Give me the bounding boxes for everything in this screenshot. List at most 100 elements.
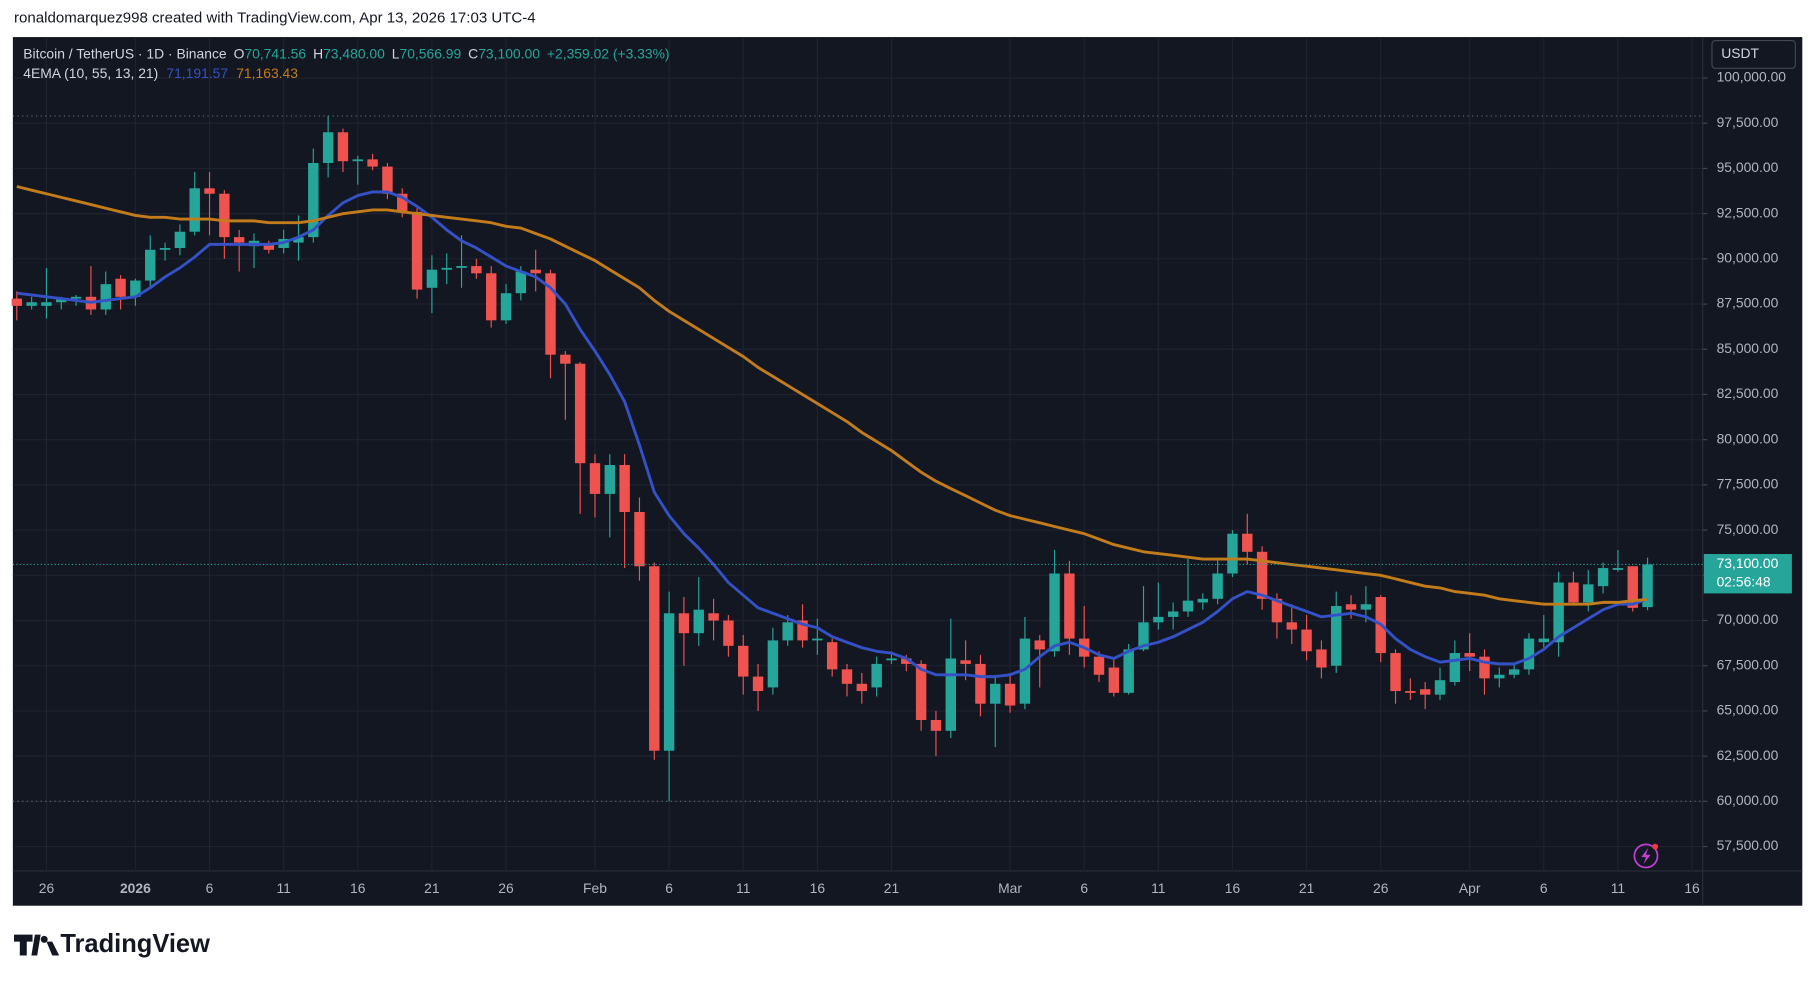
ema-line bbox=[16, 190, 1649, 679]
brand: TradingView bbox=[60, 930, 210, 958]
x-tick-label: 16 bbox=[810, 880, 826, 896]
last-price-tag bbox=[1703, 554, 1792, 594]
y-tick-label: 80,000.00 bbox=[1717, 430, 1779, 446]
y-tick-label: 87,500.00 bbox=[1717, 295, 1779, 311]
candle-body bbox=[293, 237, 304, 243]
candle-body bbox=[930, 719, 942, 731]
currency-button[interactable] bbox=[1711, 39, 1796, 69]
candle-body bbox=[41, 302, 52, 306]
x-tick-label: 21 bbox=[884, 880, 900, 896]
candle-body bbox=[426, 269, 438, 288]
x-tick-label: 21 bbox=[1299, 880, 1315, 896]
candle-body bbox=[1523, 638, 1535, 670]
symbol: Bitcoin / TetherUS · 1D · Binance bbox=[23, 45, 227, 61]
candle-body bbox=[589, 463, 601, 494]
candle-body bbox=[634, 512, 645, 567]
candle-body bbox=[1419, 689, 1431, 695]
logo bbox=[14, 934, 60, 956]
candle-body bbox=[871, 663, 882, 688]
x-tick-label: 21 bbox=[424, 880, 440, 896]
y-tick-label: 97,500.00 bbox=[1717, 114, 1779, 130]
currency[interactable]: USDT bbox=[1721, 45, 1759, 61]
candle-body bbox=[159, 247, 171, 250]
candle-body bbox=[411, 211, 423, 290]
alert-icon[interactable] bbox=[1633, 843, 1659, 869]
candle-body bbox=[1316, 649, 1327, 668]
candle-body bbox=[782, 622, 793, 641]
x-tick-label: 26 bbox=[39, 880, 55, 896]
x-tick-label: 26 bbox=[1373, 880, 1389, 896]
candle-body bbox=[708, 613, 719, 621]
x-tick-label: 6 bbox=[206, 880, 214, 896]
candle-body bbox=[441, 267, 452, 270]
candle-body bbox=[263, 244, 275, 250]
candle-body bbox=[1004, 683, 1016, 706]
candle-body bbox=[1464, 653, 1475, 657]
candle-body bbox=[233, 237, 245, 243]
candle-body bbox=[663, 613, 675, 751]
y-tick-label: 95,000.00 bbox=[1717, 159, 1779, 175]
ohlc-key: C bbox=[468, 45, 478, 61]
candle-body bbox=[767, 640, 779, 688]
y-tick-label: 77,500.00 bbox=[1717, 476, 1779, 492]
x-tick-label: 11 bbox=[736, 880, 751, 896]
ema-line bbox=[16, 185, 1648, 606]
y-tick-label: 67,500.00 bbox=[1717, 656, 1779, 672]
ohlc-value: 70,741.56 bbox=[244, 45, 306, 61]
candle-body bbox=[901, 658, 912, 664]
candle-body bbox=[841, 669, 853, 684]
candle-body bbox=[1242, 533, 1253, 552]
x-tick-label: 26 bbox=[498, 880, 514, 896]
candle-body bbox=[115, 278, 126, 297]
x-tick-label: 6 bbox=[665, 880, 673, 896]
candle-body bbox=[1064, 573, 1075, 639]
candle-body bbox=[352, 159, 363, 162]
candle-body bbox=[485, 273, 497, 321]
x-tick-label: 11 bbox=[1151, 880, 1166, 896]
candle-body bbox=[1627, 566, 1638, 608]
candle-body bbox=[1271, 598, 1283, 623]
y-tick-label: 70,000.00 bbox=[1717, 611, 1779, 627]
candle-body bbox=[322, 132, 334, 163]
candle-body bbox=[1301, 629, 1312, 652]
x-tick-label: 16 bbox=[1225, 880, 1241, 896]
candle-body bbox=[1642, 564, 1653, 608]
candle-body bbox=[560, 354, 571, 364]
candle-body bbox=[1449, 653, 1461, 682]
x-tick-label: Mar bbox=[998, 880, 1022, 896]
ohlc-value: 70,566.99 bbox=[399, 45, 461, 61]
candle-body bbox=[11, 298, 23, 306]
candle-body bbox=[1197, 598, 1209, 603]
x-tick-label: Apr bbox=[1459, 880, 1481, 896]
candle-body bbox=[1360, 604, 1372, 610]
candle-body bbox=[204, 188, 215, 194]
chart-pane bbox=[12, 37, 1803, 906]
candle-body bbox=[1568, 582, 1579, 603]
candle-body bbox=[145, 249, 156, 281]
candle-body bbox=[678, 613, 690, 634]
candle-body bbox=[1553, 582, 1564, 643]
x-tick-label: 6 bbox=[1540, 880, 1548, 896]
y-tick-label: 75,000.00 bbox=[1717, 521, 1779, 537]
candle-body bbox=[1405, 691, 1416, 693]
candle-body bbox=[960, 660, 971, 664]
candle-body bbox=[1345, 604, 1357, 610]
candle-body bbox=[1538, 638, 1549, 643]
candle-body bbox=[130, 280, 141, 297]
plot bbox=[11, 38, 1703, 871]
y-tick-label: 85,000.00 bbox=[1717, 340, 1779, 356]
candle-body bbox=[723, 620, 734, 646]
candle-body bbox=[189, 188, 200, 232]
candle-body bbox=[574, 363, 586, 464]
ema-value: 71,191.57 bbox=[166, 65, 228, 81]
candle-body bbox=[693, 609, 704, 634]
candle-body bbox=[975, 663, 986, 704]
candle-body bbox=[1212, 573, 1223, 599]
candle-body bbox=[1434, 680, 1446, 695]
indicator-legend: 4EMA (10, 55, 13, 21) 71,191.57 71,163.43 bbox=[23, 65, 298, 81]
legend-line: Bitcoin / TetherUS · 1D · Binance O70,741… bbox=[23, 45, 669, 61]
candle-body bbox=[812, 638, 823, 641]
candle-body bbox=[382, 166, 393, 194]
credit: ronaldomarquez998 created with TradingVi… bbox=[14, 10, 536, 27]
